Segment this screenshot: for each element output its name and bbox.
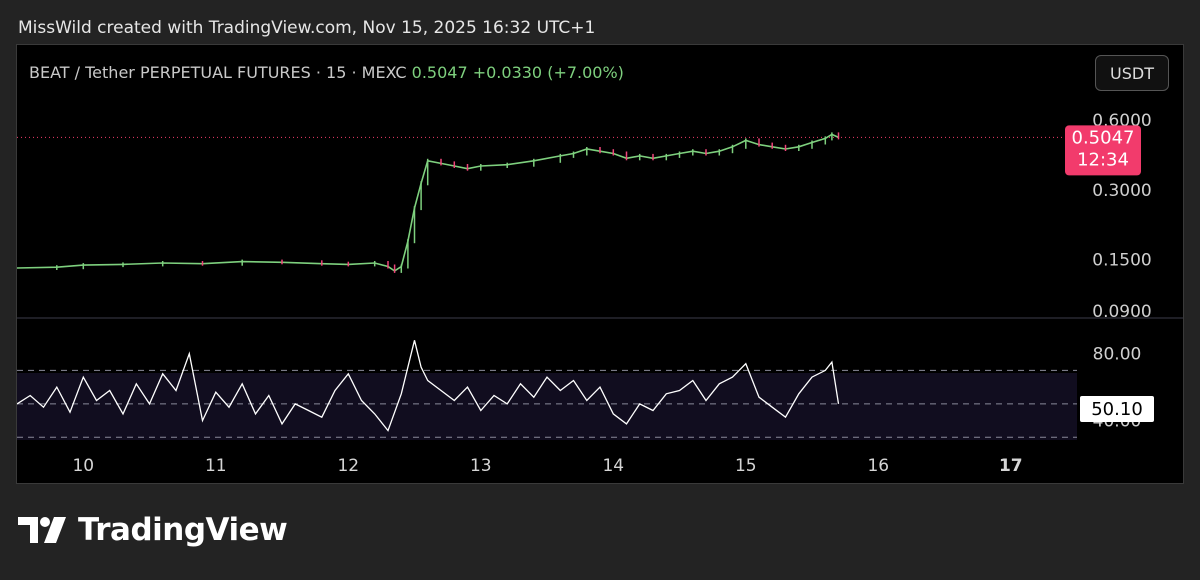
price-series-line — [17, 133, 839, 272]
time-axis-tick-label: 11 — [205, 456, 227, 476]
rsi-band — [17, 373, 1077, 440]
price-badge-countdown: 12:34 — [1077, 149, 1129, 170]
time-axis-tick-label: 15 — [735, 456, 757, 476]
rsi-badge: 50.10 — [1080, 396, 1154, 422]
time-axis-tick-label: 16 — [867, 456, 889, 476]
symbol-name[interactable]: BEAT / Tether PERPETUAL FUTURES · 15 · M… — [29, 63, 407, 82]
currency-button[interactable]: USDT — [1095, 55, 1169, 91]
time-axis-tick-label: 13 — [470, 456, 492, 476]
time-axis-tick-label: 10 — [72, 456, 94, 476]
price-change: +0.0330 (+7.00%) — [472, 63, 624, 82]
rsi-axis-tick-label: 80.00 — [1093, 345, 1142, 365]
time-axis-tick-label: 14 — [602, 456, 624, 476]
rsi-badge-value: 50.10 — [1091, 399, 1143, 420]
symbol-header: BEAT / Tether PERPETUAL FUTURES · 15 · M… — [29, 63, 624, 82]
tradingview-logo-text: TradingView — [78, 512, 288, 548]
tradingview-logo: TradingView — [18, 512, 288, 548]
price-axis-tick-label: 0.0900 — [1092, 302, 1151, 322]
price-axis-tick-label: 0.1500 — [1092, 251, 1151, 271]
price-badge-price: 0.5047 — [1072, 127, 1135, 148]
time-axis-tick-label: 12 — [337, 456, 359, 476]
price-axis-tick-label: 0.3000 — [1092, 181, 1151, 201]
last-price: 0.5047 — [411, 63, 468, 82]
time-axis-tick-label: 17 — [999, 456, 1023, 476]
tradingview-logo-icon — [18, 517, 66, 543]
attribution-text: MissWild created with TradingView.com, N… — [18, 18, 596, 38]
price-badge: 0.5047 12:34 — [1065, 125, 1141, 176]
rsi-series-line — [17, 340, 840, 432]
